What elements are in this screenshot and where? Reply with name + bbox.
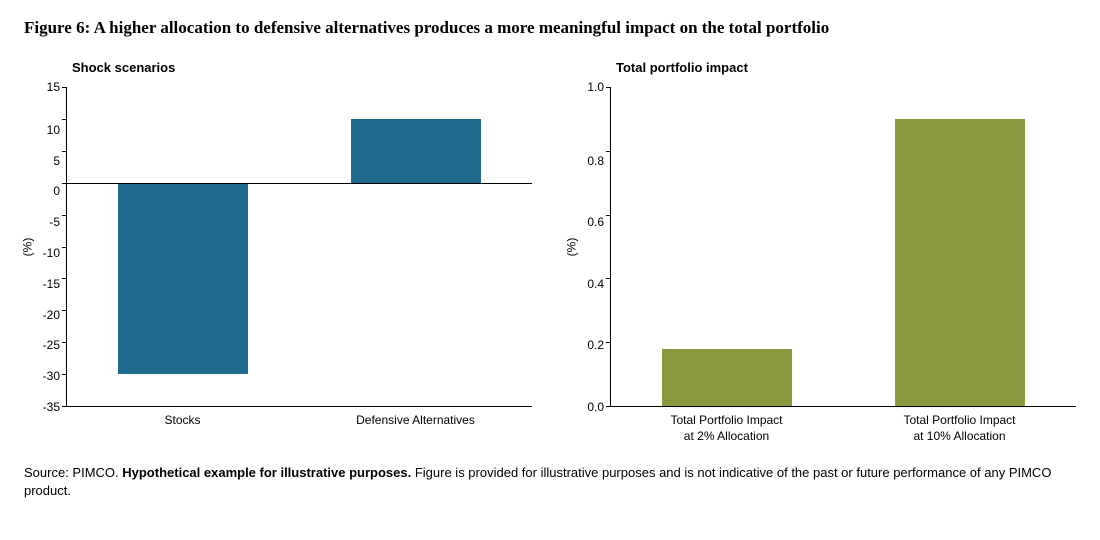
chart-left-tickmark <box>62 119 67 120</box>
chart-left-bar <box>351 119 481 183</box>
chart-right-ytick: 0.4 <box>587 278 604 290</box>
chart-left-tickmark <box>62 310 67 311</box>
chart-left-tickmark <box>62 406 67 407</box>
chart-right-bar-slot <box>844 87 1077 406</box>
chart-left-bars-layer <box>67 87 532 406</box>
chart-left-tickmark <box>62 278 67 279</box>
chart-left-tickmark <box>62 247 67 248</box>
chart-shock-scenarios: Shock scenarios (%) 151050-5-10-15-20-25… <box>24 60 532 444</box>
chart-left-tickmark <box>62 87 67 88</box>
chart-right-bar <box>895 119 1025 406</box>
chart-left-ytick: -30 <box>43 370 60 382</box>
chart-right-ytick: 0.0 <box>587 401 604 413</box>
chart-left-plot-area <box>66 87 532 407</box>
chart-left-ytick: -5 <box>49 216 60 228</box>
chart-right-tickmark <box>606 278 611 279</box>
charts-row: Shock scenarios (%) 15 10 5 0 -5 -10 -15 -20 -25… <box>24 60 1076 444</box>
chart-left-bar <box>118 183 248 374</box>
chart-left-x-labels: StocksDefensive Alternatives <box>66 413 532 429</box>
footnote-source: Source: PIMCO. <box>24 465 122 480</box>
chart-left-ytick: 0 <box>53 185 60 197</box>
chart-right-ytick: 1.0 <box>587 81 604 93</box>
chart-left-ytick: 5 <box>53 155 60 167</box>
chart-right-bar-slot <box>611 87 844 406</box>
chart-left-tickmark <box>62 151 67 152</box>
chart-left-tickmark <box>62 342 67 343</box>
footnote-bold: Hypothetical example for illustrative pu… <box>122 465 411 480</box>
chart-left-y-label: (%) <box>20 238 34 257</box>
chart-left-xlabel: Stocks <box>66 413 299 429</box>
chart-left-ytick: -35 <box>43 401 60 413</box>
chart-right-ytick: 0.2 <box>587 339 604 351</box>
chart-right-x-labels: Total Portfolio Impactat 2% AllocationTo… <box>610 413 1076 444</box>
chart-left-zero-line <box>67 183 532 184</box>
chart-right-ytick: 0.8 <box>587 155 604 167</box>
chart-right-title: Total portfolio impact <box>616 60 1076 75</box>
chart-right-tickmark <box>606 151 611 152</box>
chart-left-xlabel: Defensive Alternatives <box>299 413 532 429</box>
footnote: Source: PIMCO. Hypothetical example for … <box>24 464 1076 499</box>
chart-left-tickmark <box>62 374 67 375</box>
chart-left-tickmark <box>62 215 67 216</box>
chart-left-ytick: -15 <box>43 278 60 290</box>
chart-left-ytick: -20 <box>43 309 60 321</box>
chart-left-ytick: 10 <box>47 124 60 136</box>
chart-total-portfolio-impact: Total portfolio impact (%) 1.00.80.60.40… <box>568 60 1076 444</box>
chart-right-plot-area <box>610 87 1076 407</box>
chart-left-bar-slot <box>67 87 300 406</box>
chart-right-xlabel: Total Portfolio Impactat 2% Allocation <box>610 413 843 444</box>
chart-left-body: (%) 151050-5-10-15-20-25-30-35 <box>24 87 532 407</box>
chart-right-tickmark <box>606 406 611 407</box>
chart-right-body: (%) 1.00.80.60.40.20.0 <box>568 87 1076 407</box>
chart-right-bars-layer <box>611 87 1076 406</box>
chart-right-tickmark <box>606 87 611 88</box>
chart-right-xlabel: Total Portfolio Impactat 10% Allocation <box>843 413 1076 444</box>
chart-left-title: Shock scenarios <box>72 60 532 75</box>
chart-right-tickmark <box>606 342 611 343</box>
chart-right-tickmark <box>606 215 611 216</box>
chart-left-ytick: -25 <box>43 339 60 351</box>
figure-title: Figure 6: A higher allocation to defensi… <box>24 18 1076 38</box>
chart-right-bar <box>662 349 792 406</box>
chart-right-ytick: 0.6 <box>587 216 604 228</box>
chart-right-y-label: (%) <box>564 238 578 257</box>
chart-left-bar-slot <box>300 87 533 406</box>
chart-left-ytick: 15 <box>47 81 60 93</box>
chart-left-ytick: -10 <box>43 247 60 259</box>
